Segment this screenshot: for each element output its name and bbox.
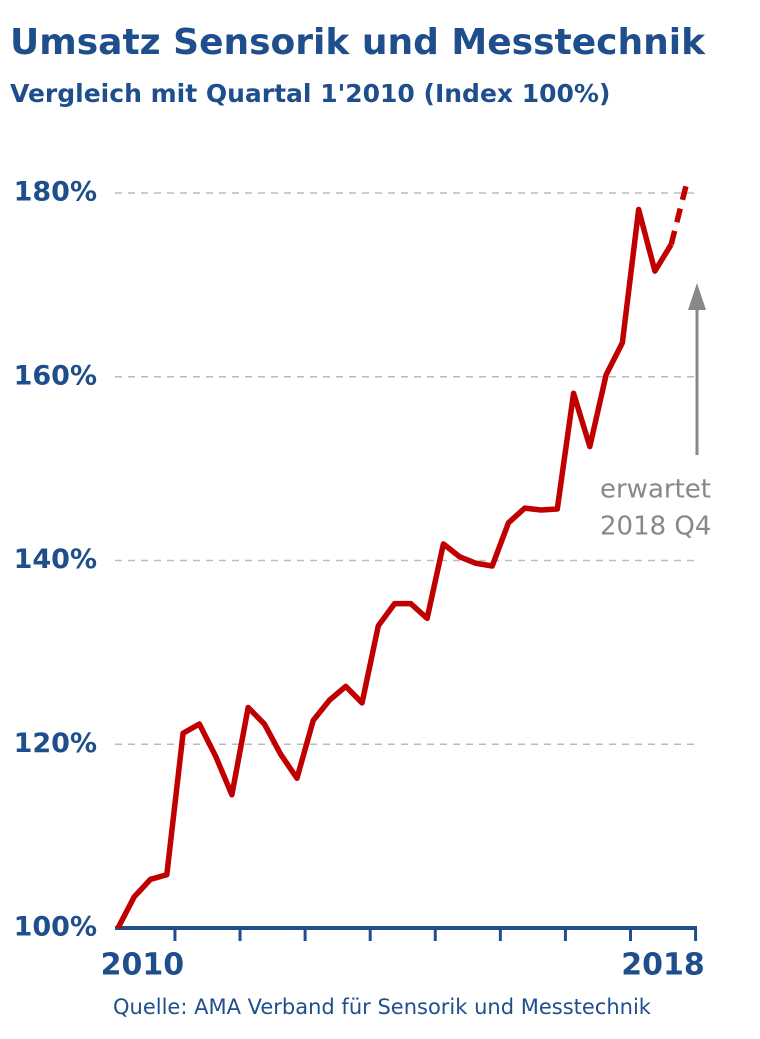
arrow-head <box>688 283 706 310</box>
annotation: 2018 Q4 <box>600 512 711 542</box>
y-tick-label: 140% <box>14 544 97 575</box>
annotation: erwartet <box>600 475 711 505</box>
source: Quelle: AMA Verband für Sensorik und Mes… <box>113 995 652 1019</box>
data-line <box>115 206 674 930</box>
y-tick-label: 180% <box>14 177 97 208</box>
data-line <box>668 179 691 246</box>
x-tick-label: 2018 <box>621 948 705 983</box>
chart-subtitle: Vergleich mit Quartal 1'2010 (Index 100%… <box>10 79 610 108</box>
x-tick-label: 2010 <box>101 948 185 983</box>
y-tick-label: 120% <box>14 728 97 759</box>
chart-title: Umsatz Sensorik und Messtechnik <box>10 22 706 63</box>
y-tick-label: 160% <box>14 360 97 391</box>
y-tick-label: 100% <box>14 912 97 943</box>
